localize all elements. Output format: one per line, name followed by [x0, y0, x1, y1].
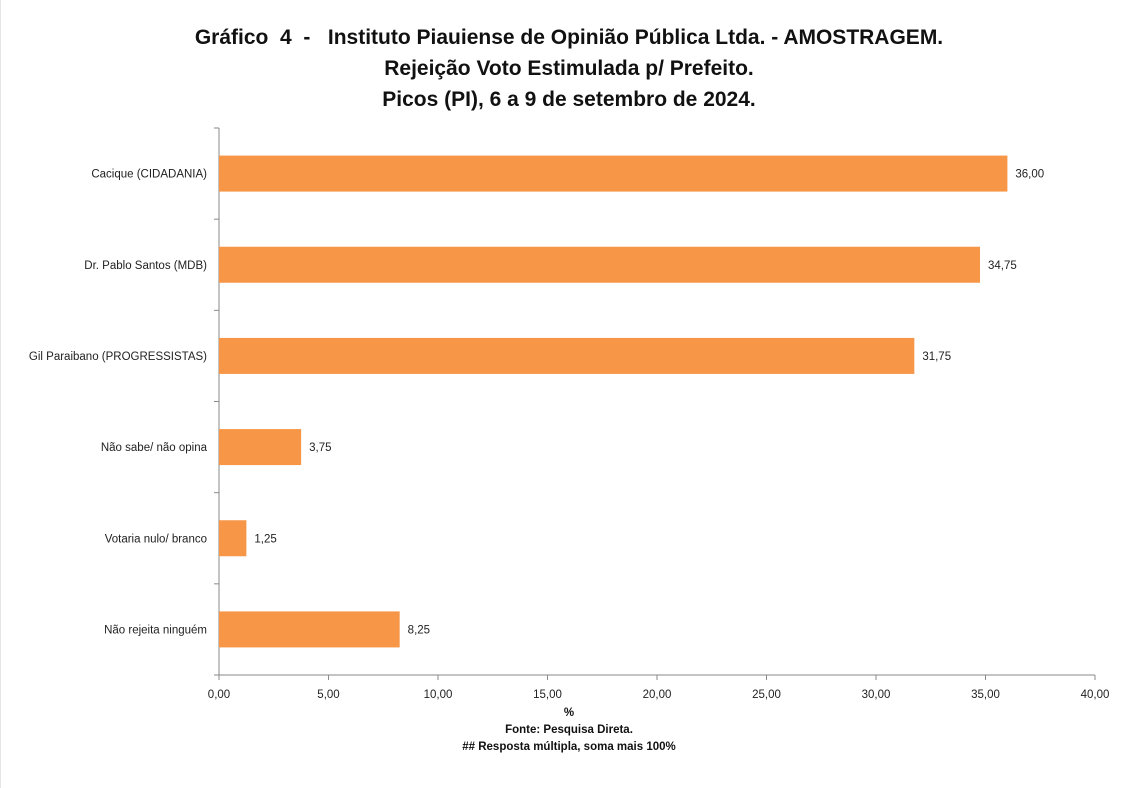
bar: [219, 611, 400, 648]
bar-value-label: 34,75: [988, 260, 1017, 272]
category-label: Não rejeita ninguém: [104, 624, 207, 636]
bar: [219, 246, 981, 283]
chart-title-line-1: Gráfico 4 - Instituto Piauiense de Opini…: [194, 26, 944, 49]
x-axis-unit-label: %: [563, 707, 575, 719]
x-tick-label: 15,00: [533, 689, 562, 701]
x-tick-label: 20,00: [643, 689, 672, 701]
category-label: Dr. Pablo Santos (MDB): [84, 260, 207, 272]
category-label: Gil Paraibano (PROGRESSISTAS): [29, 351, 207, 363]
x-tick-label: 5,00: [317, 689, 339, 701]
bar: [219, 155, 1008, 192]
category-label: Cacique (CIDADANIA): [91, 169, 207, 181]
x-tick-label: 35,00: [971, 689, 1000, 701]
bar-value-label: 8,25: [408, 624, 430, 636]
x-tick-label: 25,00: [752, 689, 781, 701]
chart-title-line-2: Rejeição Voto Estimulada p/ Prefeito.: [384, 57, 754, 80]
source-note: Fonte: Pesquisa Direta.: [505, 724, 633, 736]
bar-value-label: 1,25: [254, 533, 276, 545]
bar-value-label: 36,00: [1015, 169, 1044, 181]
bar-value-label: 3,75: [309, 442, 331, 454]
multiple-response-note: ## Resposta múltipla, soma mais 100%: [462, 741, 676, 753]
chart-title: Gráfico 4 - Instituto Piauiense de Opini…: [0, 22, 1138, 115]
x-tick-label: 30,00: [862, 689, 891, 701]
bar-value-label: 31,75: [922, 351, 951, 363]
bar: [219, 337, 915, 374]
category-label: Votaria nulo/ branco: [105, 533, 207, 545]
chart-title-line-3: Picos (PI), 6 a 9 de setembro de 2024.: [382, 88, 756, 111]
category-label: Não sabe/ não opina: [101, 442, 208, 454]
x-tick-label: 0,00: [208, 689, 230, 701]
x-tick-label: 10,00: [424, 689, 453, 701]
bar: [219, 429, 302, 466]
x-tick-label: 40,00: [1081, 689, 1110, 701]
bar: [219, 520, 247, 557]
